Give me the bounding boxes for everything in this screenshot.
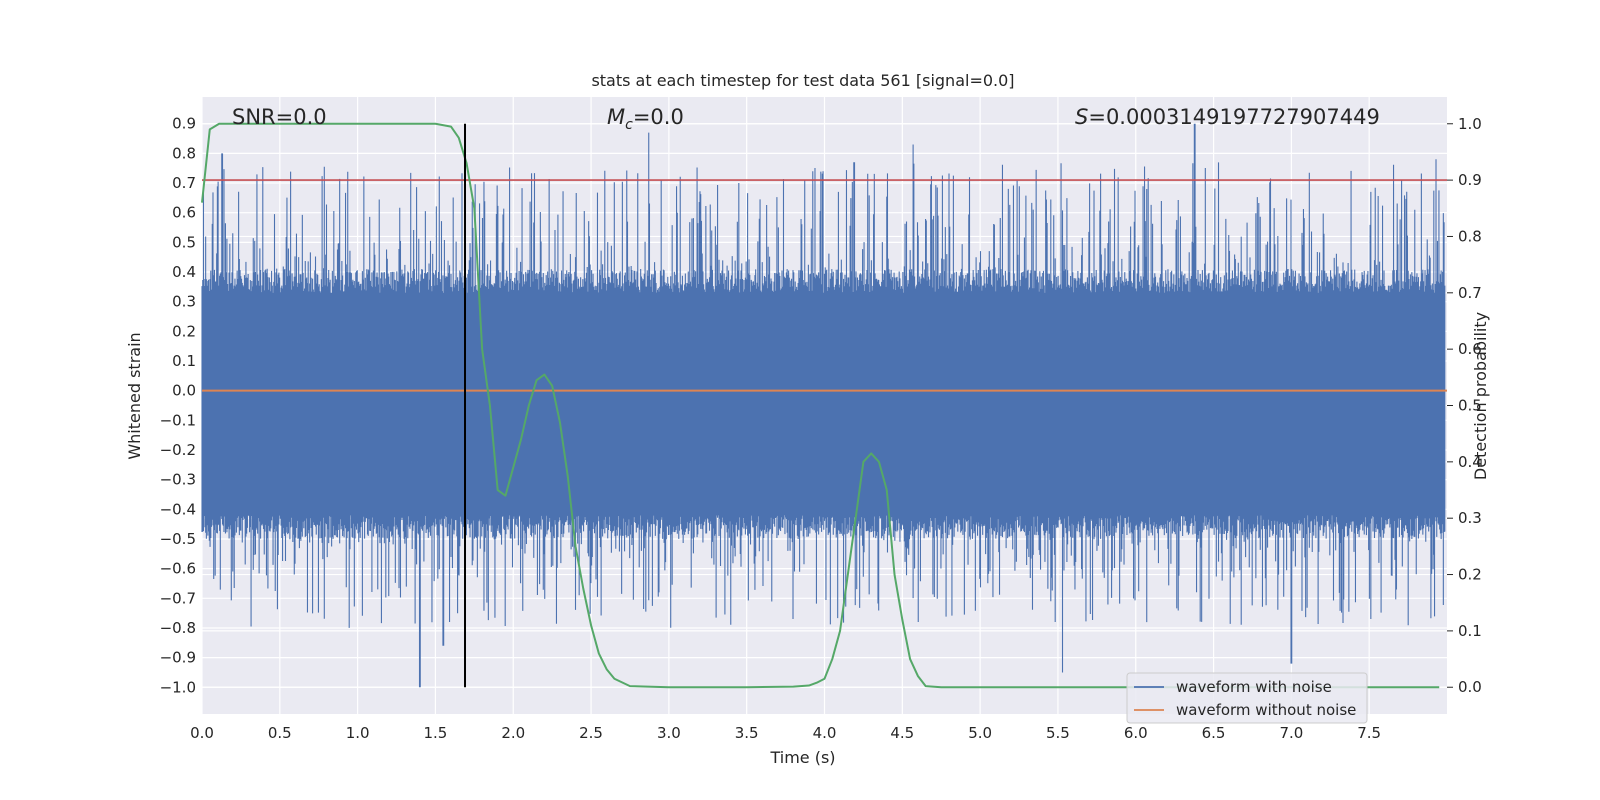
y-tick-label: −0.1 xyxy=(160,411,196,429)
y2-tick-label: 0.2 xyxy=(1458,566,1482,584)
y-tick-label: −0.5 xyxy=(160,530,196,548)
legend-label-noise: waveform with noise xyxy=(1176,678,1332,696)
chirp-mass-annotation: Mc=0.0 xyxy=(607,105,684,133)
x-tick-label: 7.0 xyxy=(1279,724,1303,742)
y-tick-label: 0.8 xyxy=(172,144,196,162)
chirp-mass-symbol: M xyxy=(607,105,625,129)
y-tick-label: 0.3 xyxy=(172,293,196,311)
x-tick-label: 7.5 xyxy=(1357,724,1381,742)
x-tick-label: 5.5 xyxy=(1046,724,1070,742)
y-tick-label: −0.2 xyxy=(160,441,196,459)
x-tick-label: 1.5 xyxy=(424,724,448,742)
y-tick-label: 0.5 xyxy=(172,233,196,251)
y-tick-label: 0.6 xyxy=(172,204,196,222)
snr-annotation: SNR=0.0 xyxy=(232,105,327,129)
y-tick-label: −0.3 xyxy=(160,471,196,489)
y2-tick-label: 0.5 xyxy=(1458,397,1482,415)
y2-tick-label: 0.9 xyxy=(1458,171,1482,189)
x-tick-label: 4.5 xyxy=(890,724,914,742)
legend: waveform with noise waveform without noi… xyxy=(1126,672,1368,724)
chart-title: stats at each timestep for test data 561… xyxy=(591,71,1014,90)
y-tick-label: 0.4 xyxy=(172,263,196,281)
x-tick-label: 4.0 xyxy=(813,724,837,742)
y-tick-label: −1.0 xyxy=(160,678,196,696)
y-axis-label: Whitened strain xyxy=(125,332,144,459)
x-tick-label: 3.0 xyxy=(657,724,681,742)
y-tick-label: −0.4 xyxy=(160,500,196,518)
y2-tick-label: 1.0 xyxy=(1458,115,1482,133)
y-tick-label: 0.9 xyxy=(172,115,196,133)
x-tick-label: 2.0 xyxy=(501,724,525,742)
series-lines xyxy=(201,122,1447,689)
chirp-mass-subscript: c xyxy=(625,117,633,133)
y2-tick-label: 0.1 xyxy=(1458,622,1482,640)
y-tick-label: −0.6 xyxy=(160,560,196,578)
x-tick-label: 2.5 xyxy=(579,724,603,742)
y-tick-label: −0.7 xyxy=(160,589,196,607)
x-tick-label: 6.5 xyxy=(1202,724,1226,742)
statistic-value: =0.0003149197727907449 xyxy=(1088,105,1380,129)
x-axis-label: Time (s) xyxy=(769,748,835,767)
y-tick-label: 0.0 xyxy=(172,382,196,400)
y2-tick-label: 0.4 xyxy=(1458,453,1482,471)
x-tick-label: 0.5 xyxy=(268,724,292,742)
x-tick-label: 1.0 xyxy=(346,724,370,742)
statistic-symbol: S xyxy=(1075,105,1088,129)
chirp-mass-value: =0.0 xyxy=(633,105,684,129)
y2-axis-label: Detection probability xyxy=(1471,312,1490,480)
legend-label-clean: waveform without noise xyxy=(1176,701,1356,719)
y2-tick-label: 0.0 xyxy=(1458,678,1482,696)
tick-labels: 0.0 0.5 1.0 1.5 2.0 2.5 3.0 3.5 4.0 4.5 5.0 5.5 6.0 6… xyxy=(160,115,1482,742)
x-tick-label: 3.5 xyxy=(735,724,759,742)
y2-tick-label: 0.3 xyxy=(1458,509,1482,527)
y-tick-label: 0.1 xyxy=(172,352,196,370)
y-tick-label: 0.2 xyxy=(172,322,196,340)
y2-tick-label: 0.8 xyxy=(1458,227,1482,245)
y2-tick-label: 0.6 xyxy=(1458,340,1482,358)
legend-box xyxy=(1126,672,1368,724)
x-tick-label: 5.0 xyxy=(968,724,992,742)
y-tick-label: 0.7 xyxy=(172,174,196,192)
x-tick-label: 0.0 xyxy=(190,724,214,742)
x-tick-label: 6.0 xyxy=(1124,724,1148,742)
y-tick-label: −0.8 xyxy=(160,619,196,637)
series-waveform-with-noise xyxy=(201,123,1446,688)
noise-trace xyxy=(201,123,1446,688)
statistic-annotation: S=0.0003149197727907449 xyxy=(1075,105,1380,129)
y2-tick-label: 0.7 xyxy=(1458,284,1482,302)
y-tick-label: −0.9 xyxy=(160,649,196,667)
